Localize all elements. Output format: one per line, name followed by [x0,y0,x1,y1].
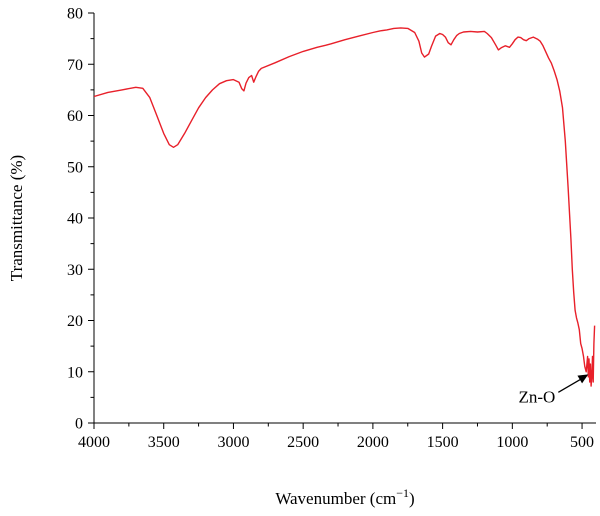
x-axis-title-end: ) [409,489,415,508]
x-tick-label: 3000 [217,434,249,451]
y-tick-label: 80 [67,6,83,23]
y-axis-title: Transmittance (%) [7,155,26,281]
plot-area [93,27,596,387]
x-axis-title: Wavenumber (cm−1) [275,486,414,508]
y-tick-label: 60 [67,108,83,125]
annotation-label: Zn-O [519,387,556,406]
x-axis: 4000 3500 3000 2500 2000 1500 1000 500 [78,422,596,451]
x-axis-title-superscript: −1 [396,486,409,500]
y-tick-label: 20 [67,313,83,330]
annotation-arrow-line [558,377,583,393]
x-tick-label: 500 [570,434,594,451]
y-tick-label: 0 [75,416,83,433]
y-tick-label: 50 [67,159,83,176]
x-tick-label: 2000 [357,434,389,451]
x-tick-label: 1000 [496,434,528,451]
y-ticks: 0 10 20 30 40 50 60 70 80 [67,6,94,433]
annotation: Zn-O [519,374,589,406]
x-tick-label: 3500 [148,434,180,451]
y-tick-label: 70 [67,57,83,74]
y-tick-label: 10 [67,364,83,381]
transmittance-series-line [93,27,596,387]
y-axis: 0 10 20 30 40 50 60 70 80 [67,6,95,433]
x-ticks: 4000 3500 3000 2500 2000 1500 1000 500 [78,423,594,451]
annotation-arrow-head [577,374,589,384]
y-tick-label: 40 [67,211,83,228]
x-tick-label: 2500 [287,434,319,451]
x-tick-label: 1500 [427,434,459,451]
y-tick-label: 30 [67,262,83,279]
x-tick-label: 4000 [78,434,110,451]
